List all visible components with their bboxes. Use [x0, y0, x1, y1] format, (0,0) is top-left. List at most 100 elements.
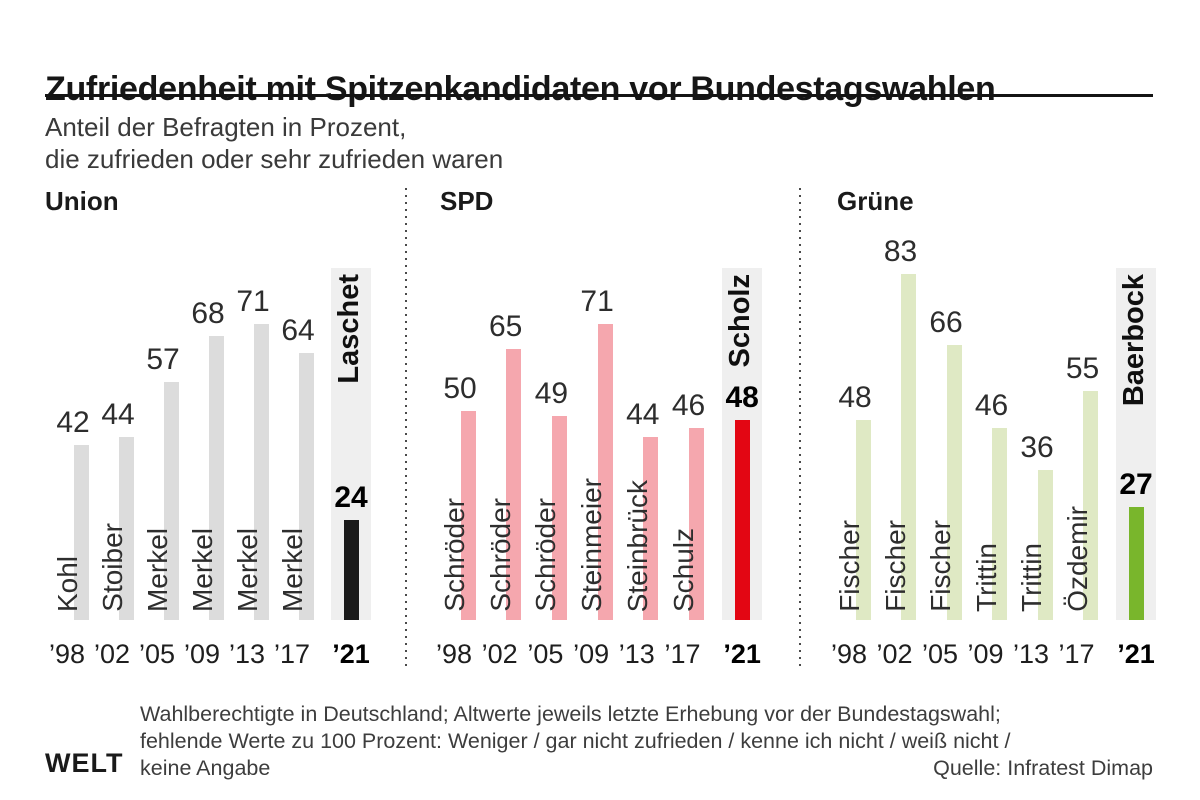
value-label-union-1: 44	[101, 398, 135, 431]
panel-divider-1	[405, 188, 407, 670]
footnote-line-1: Wahlberechtigte in Deutschland; Altwerte…	[140, 702, 1001, 726]
bar-gruene-5	[1083, 391, 1098, 620]
value-label-spd-3: 71	[580, 285, 614, 318]
value-label-spd-2: 49	[534, 377, 569, 410]
year-label-spd-1: ’02	[481, 639, 518, 669]
year-label-gruene-2: ’05	[921, 639, 959, 669]
bar-spd-6	[734, 420, 750, 620]
year-label-gruene-4: ’13	[1012, 639, 1050, 669]
page-title: Zufriedenheit mit Spitzenkandidaten vor …	[45, 69, 996, 108]
year-label-spd-0: ’98	[435, 639, 473, 669]
candidate-label-spd-6: Scholz	[724, 274, 757, 368]
year-label-spd-6: ’21	[723, 639, 761, 669]
value-label-gruene-6: 27	[1119, 468, 1153, 501]
candidate-label-gruene-2: Fischer	[925, 520, 956, 612]
year-label-spd-4: ’13	[618, 639, 655, 669]
candidate-label-gruene-0: Fischer	[834, 520, 865, 612]
candidate-label-gruene-5: Özdemir	[1061, 506, 1093, 612]
footnote-line-2: fehlende Werte zu 100 Prozent: Weniger /…	[140, 729, 1011, 753]
subtitle-line-1: Anteil der Befragten in Prozent,	[45, 112, 407, 142]
bar-spd-1	[506, 349, 522, 620]
value-label-spd-0: 50	[443, 372, 477, 405]
value-label-union-3: 68	[191, 297, 225, 330]
candidate-label-union-4: Merkel	[232, 527, 263, 612]
year-label-spd-2: ’05	[527, 639, 564, 669]
welt-logo: WELT	[45, 748, 124, 778]
candidate-label-union-0: Kohl	[52, 555, 83, 612]
value-label-gruene-5: 55	[1065, 352, 1100, 385]
year-label-union-5: ’17	[273, 639, 311, 669]
year-label-gruene-3: ’09	[967, 639, 1004, 669]
year-label-union-3: ’09	[183, 639, 221, 669]
bar-union-1	[118, 437, 134, 620]
value-label-union-5: 64	[281, 314, 315, 347]
footnote-line-3: keine Angabe	[140, 756, 271, 780]
panel-title-gruene: Grüne	[837, 186, 914, 216]
bar-union-6	[343, 520, 359, 620]
bar-gruene-1	[901, 274, 916, 620]
candidate-label-union-1: Stoiber	[97, 523, 128, 612]
candidate-label-spd-1: Schröder	[484, 498, 516, 612]
panel-divider-2	[799, 188, 801, 670]
candidate-label-spd-4: Steinbrück	[621, 479, 653, 612]
candidate-label-gruene-3: Trittin	[970, 543, 1002, 612]
bar-union-0	[73, 445, 89, 620]
value-label-spd-6: 48	[725, 381, 759, 414]
bar-union-4	[253, 324, 269, 620]
candidate-label-union-6: Laschet	[333, 274, 365, 384]
year-label-union-2: ’05	[138, 639, 176, 669]
bar-gruene-2	[946, 345, 962, 620]
bar-union-3	[208, 336, 224, 620]
year-label-gruene-0: ’98	[830, 639, 868, 669]
year-label-spd-5: ’17	[664, 639, 701, 669]
value-label-gruene-4: 36	[1020, 431, 1054, 464]
bar-gruene-6	[1128, 507, 1144, 620]
bar-gruene-4	[1037, 470, 1053, 620]
panel-title-spd: SPD	[440, 186, 494, 216]
candidate-label-union-5: Merkel	[277, 527, 308, 612]
value-label-union-4: 71	[236, 285, 270, 318]
value-label-spd-4: 44	[626, 398, 660, 431]
candidate-label-union-2: Merkel	[142, 527, 173, 612]
value-label-gruene-2: 66	[929, 306, 963, 339]
source-credit: Quelle: Infratest Dimap	[933, 756, 1153, 780]
subtitle-line-2: die zufrieden oder sehr zufrieden waren	[45, 144, 504, 174]
candidate-label-spd-2: Schröder	[530, 498, 562, 612]
bar-gruene-0	[855, 420, 871, 620]
candidate-label-spd-5: Schulz	[667, 527, 699, 612]
candidate-label-gruene-6: Baerbock	[1118, 274, 1150, 407]
bar-union-2	[163, 382, 179, 620]
candidate-label-gruene-4: Trittin	[1016, 543, 1047, 612]
value-label-union-2: 57	[146, 343, 180, 376]
panel-title-union: Union	[45, 186, 119, 216]
bar-spd-0	[460, 411, 476, 620]
year-label-gruene-1: ’02	[876, 639, 913, 669]
candidate-label-gruene-1: Fischer	[879, 520, 911, 612]
value-label-union-6: 24	[334, 481, 368, 514]
bar-spd-3	[597, 324, 613, 620]
bar-spd-4	[643, 437, 659, 620]
candidate-label-spd-3: Steinmeier	[576, 478, 608, 612]
candidate-label-union-3: Merkel	[187, 527, 218, 612]
bar-spd-2	[551, 416, 567, 620]
year-label-union-4: ’13	[228, 639, 266, 669]
value-label-gruene-0: 48	[838, 381, 872, 414]
year-label-union-6: ’21	[332, 639, 370, 669]
value-label-union-0: 42	[56, 406, 90, 439]
year-label-spd-3: ’09	[573, 639, 610, 669]
year-label-union-0: ’98	[48, 639, 86, 669]
year-label-gruene-6: ’21	[1117, 639, 1155, 669]
value-label-spd-1: 65	[489, 310, 523, 343]
value-label-gruene-1: 83	[883, 235, 918, 268]
year-label-gruene-5: ’17	[1058, 639, 1095, 669]
candidate-label-spd-0: Schröder	[439, 498, 470, 612]
value-label-gruene-3: 46	[974, 389, 1009, 422]
year-label-union-1: ’02	[93, 639, 131, 669]
value-label-spd-5: 46	[671, 389, 706, 422]
bar-spd-5	[689, 428, 704, 620]
bar-union-5	[298, 353, 314, 620]
title-rule	[45, 94, 1153, 97]
bar-gruene-3	[992, 428, 1007, 620]
